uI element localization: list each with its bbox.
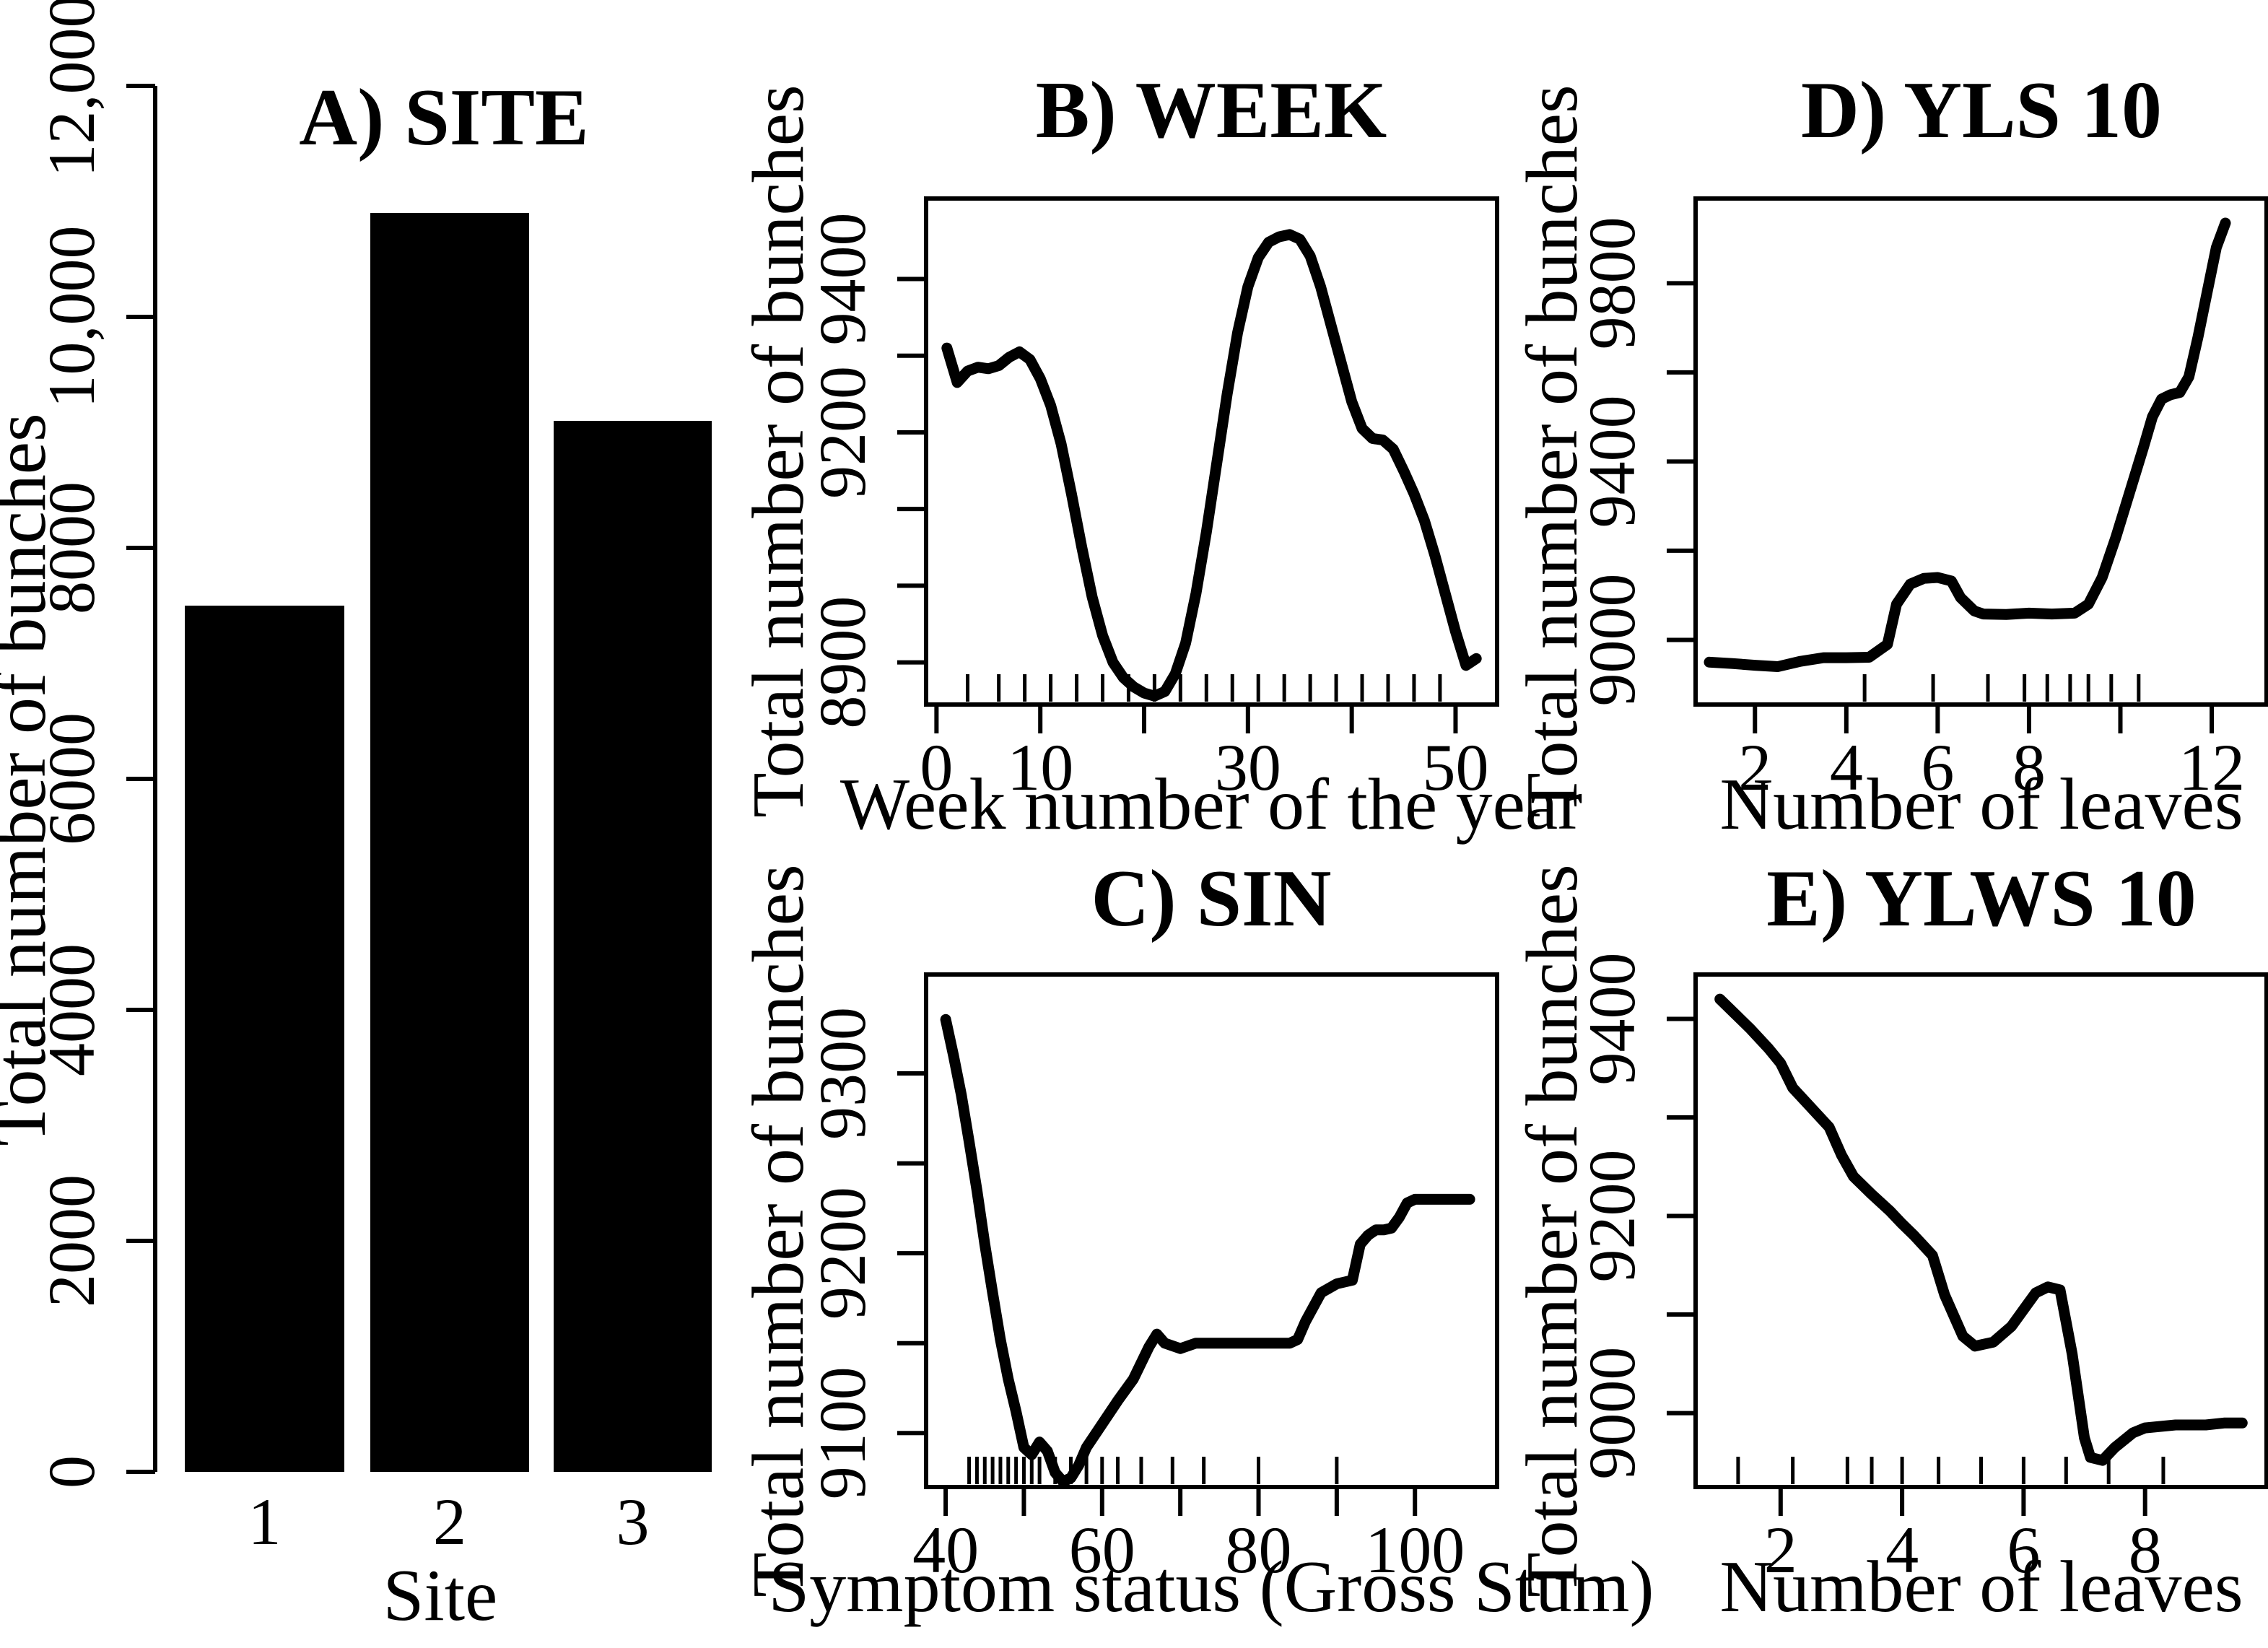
x-tick-label: 50 — [1422, 731, 1488, 804]
bar — [370, 213, 529, 1472]
bar-category-label: 3 — [616, 1485, 650, 1558]
plot-border — [924, 196, 1499, 707]
y-tick-label: 9400 — [1575, 395, 1649, 528]
panel-b-week-linechart: 8900 9200 9400 0 10 30 50 — [806, 196, 1499, 804]
series-line — [1704, 217, 2231, 672]
x-tick-label: 8 — [2012, 731, 2046, 804]
x-tick-label: 30 — [1215, 731, 1281, 804]
y-tick-label: 4000 — [35, 943, 108, 1076]
y-tick-label: 0 — [35, 1455, 108, 1488]
y-tick-label: 9300 — [806, 1007, 879, 1140]
x-tick-label: 12 — [2178, 731, 2245, 804]
series-line — [1714, 993, 2248, 1466]
panel-e-title: E) YLWS 10 — [1766, 854, 2196, 943]
x-tick-label: 4 — [1830, 731, 1863, 804]
x-tick-label: 0 — [920, 731, 953, 804]
series-line — [941, 229, 1482, 702]
plot-border — [1693, 196, 2268, 707]
y-tick-label: 8900 — [806, 596, 879, 729]
x-tick-label: 8 — [2129, 1513, 2162, 1587]
y-tick-label: 9000 — [1575, 573, 1649, 706]
panel-c-xlabel: Symptom status (Gross Stum) — [769, 1546, 1654, 1628]
panel-b-title: B) WEEK — [1036, 66, 1387, 155]
panel-e-xlabel: Number of leaves — [1719, 1546, 2243, 1628]
panel-d-title: D) YLS 10 — [1801, 66, 2162, 155]
plot-border — [924, 972, 1499, 1489]
x-tick-label: 10 — [1007, 731, 1073, 804]
panel-c-title: C) SIN — [1091, 854, 1332, 943]
x-tick-label: 100 — [1365, 1513, 1465, 1587]
panel-b-ylabel: Total number of bunches — [738, 84, 819, 817]
x-tick-label: 6 — [2007, 1513, 2040, 1587]
y-tick-label: 9200 — [1575, 1150, 1649, 1283]
y-tick-label: 9100 — [806, 1366, 879, 1499]
panel-a-title: A) SITE — [299, 73, 588, 162]
series-line — [940, 1013, 1475, 1487]
y-tick-label: 9400 — [806, 213, 879, 346]
x-tick-label: 2 — [1738, 731, 1771, 804]
panel-e-ylabel: Total number of bunches — [1512, 864, 1593, 1597]
panel-e-ylws10-linechart: 9000 9200 9400 2 4 6 8 — [1575, 952, 2268, 1587]
y-tick-label: 9800 — [1575, 217, 1649, 349]
panel-a-ylabel: Total number of bunches — [0, 413, 61, 1146]
panel-d-xlabel: Number of leaves — [1719, 764, 2243, 845]
bar-category-label: 1 — [248, 1485, 282, 1558]
panel-c-ylabel: Total number of bunches — [738, 864, 819, 1597]
y-tick-label: 10,000 — [35, 226, 108, 409]
y-tick-label: 9200 — [806, 366, 879, 499]
x-tick-label: 80 — [1226, 1513, 1292, 1587]
y-tick-label: 8000 — [35, 481, 108, 614]
x-tick-label: 2 — [1764, 1513, 1797, 1587]
bar — [185, 606, 344, 1472]
x-tick-label: 6 — [1921, 731, 1954, 804]
bar-category-label: 2 — [433, 1485, 466, 1558]
y-tick-label: 9400 — [1575, 952, 1649, 1085]
y-tick-label: 2000 — [35, 1174, 108, 1307]
panel-c-sin-linechart: 9100 9200 9300 40 60 80 100 — [806, 972, 1499, 1587]
y-tick-label: 9000 — [1575, 1347, 1649, 1480]
plot-border — [1693, 972, 2268, 1489]
x-tick-label: 4 — [1885, 1513, 1919, 1587]
x-tick-label: 60 — [1069, 1513, 1135, 1587]
x-tick-label: 40 — [912, 1513, 979, 1587]
y-tick-label: 9200 — [806, 1187, 879, 1320]
panel-a-site-barchart: 0 2000 4000 6000 8000 10,000 12,000 1 2 3 — [35, 0, 712, 1558]
panel-d-yls10-linechart: 9000 9400 9800 2 4 6 8 12 — [1575, 196, 2268, 804]
panel-a-xlabel: Site — [383, 1555, 498, 1636]
y-tick-label: 12,000 — [35, 0, 108, 178]
bar — [554, 421, 712, 1472]
y-tick-label: 6000 — [35, 712, 108, 845]
panel-b-xlabel: Week number of the year — [840, 764, 1582, 845]
panel-d-ylabel: Total number of bunches — [1512, 84, 1593, 817]
